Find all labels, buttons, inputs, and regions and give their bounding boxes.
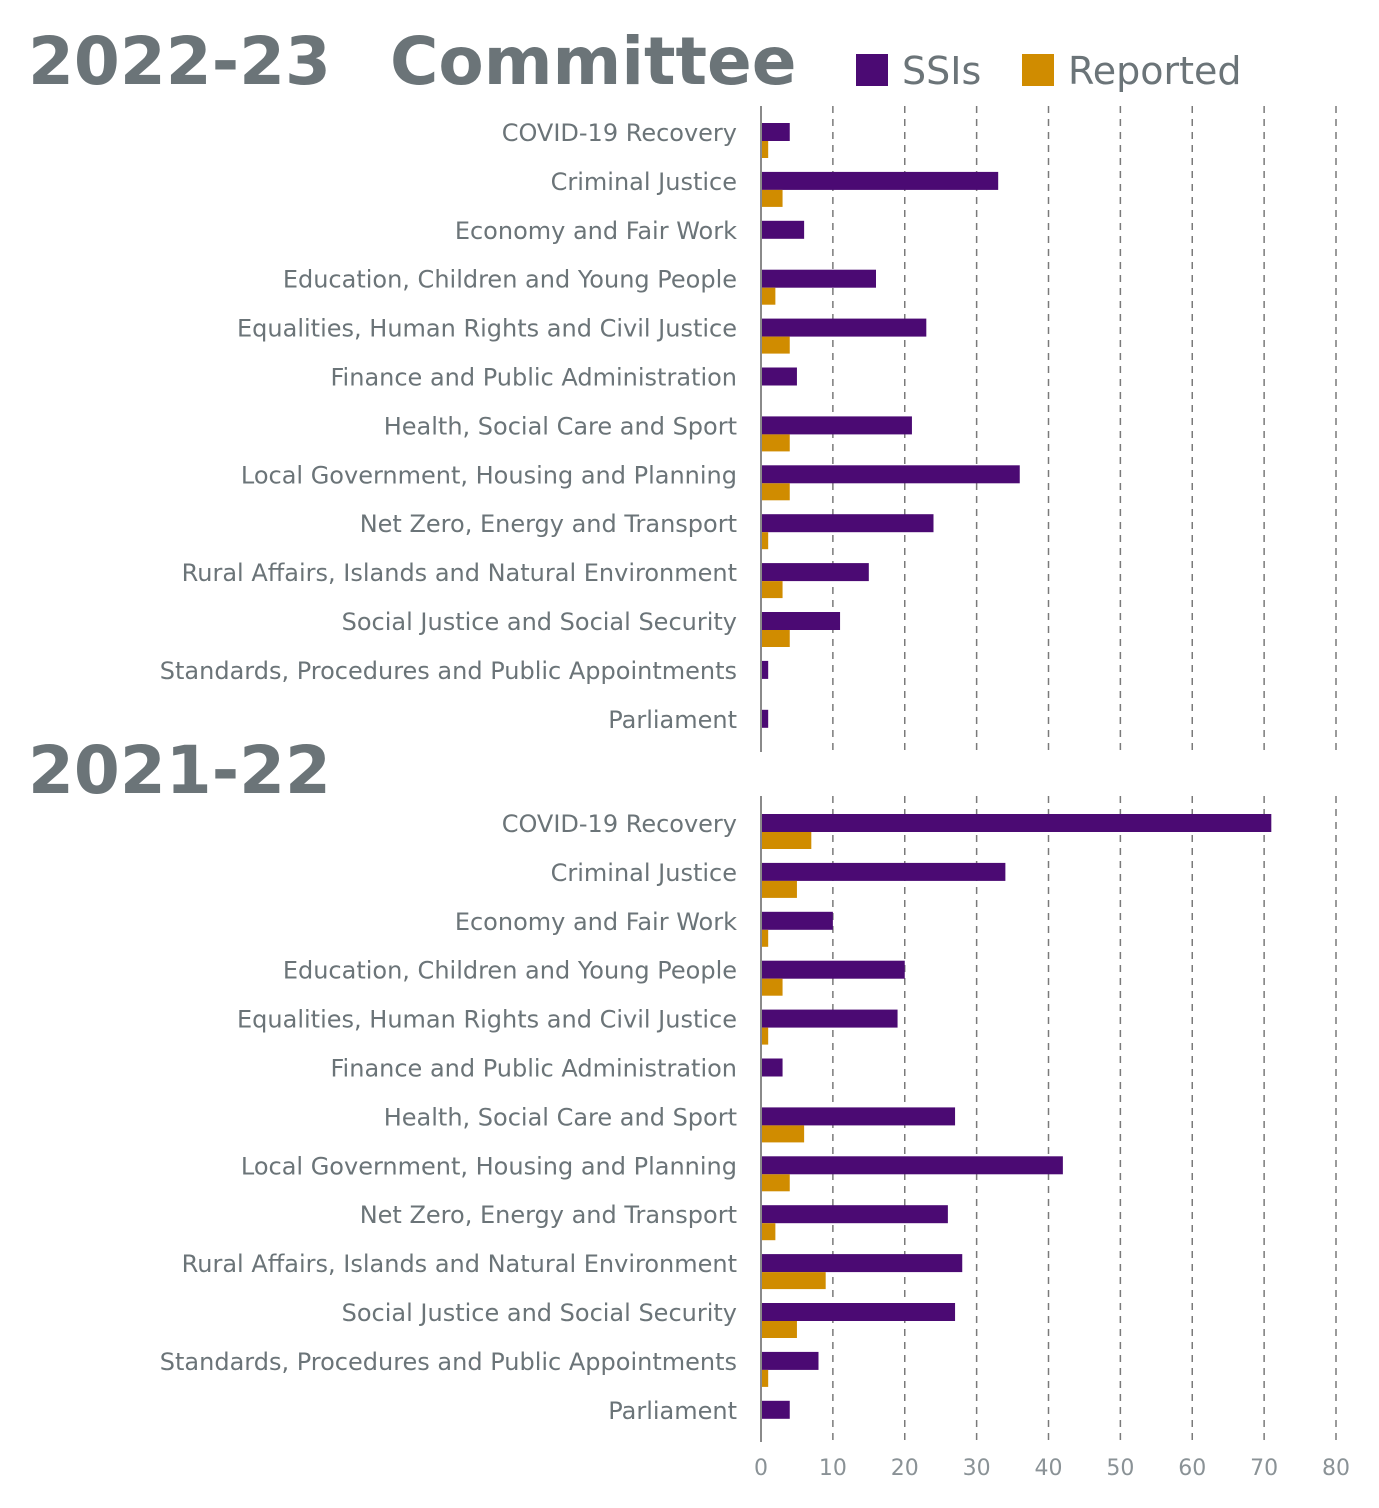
bar-reported: [761, 1027, 769, 1045]
category-label: Health, Social Care and Sport: [384, 412, 737, 440]
bar-reported: [761, 1125, 805, 1143]
bar-reported: [761, 581, 783, 599]
legend-label-ssis: SSIs: [902, 49, 981, 93]
legend: SSIs Reported: [856, 49, 1241, 93]
panel-title: 2021-22: [28, 732, 331, 809]
bar-reported: [761, 141, 769, 158]
category-label: Finance and Public Administration: [331, 364, 738, 392]
bar-reported: [761, 1174, 790, 1192]
category-label: Economy and Fair Work: [455, 908, 737, 936]
x-tick-label: 10: [819, 1456, 847, 1481]
bar-ssis: [761, 123, 790, 141]
bar-reported: [761, 929, 769, 947]
x-tick-label: 20: [891, 1456, 919, 1481]
bar-reported: [761, 1369, 769, 1387]
category-label: Net Zero, Energy and Transport: [360, 1201, 737, 1229]
category-label: Social Justice and Social Security: [342, 1299, 737, 1327]
bar-reported: [761, 434, 790, 452]
x-tick-label: 30: [963, 1456, 991, 1481]
committee-heading: Committee: [390, 23, 797, 100]
category-label: Education, Children and Young People: [283, 266, 737, 294]
bar-ssis: [761, 220, 805, 239]
bar-reported: [761, 832, 812, 849]
panel-title: 2022-23: [28, 23, 331, 100]
bar-ssis: [761, 1254, 963, 1273]
bar-reported: [761, 287, 776, 305]
bar-ssis: [761, 367, 797, 386]
bar-reported: [761, 1272, 826, 1290]
bar-ssis: [761, 171, 999, 190]
bar-reported: [761, 880, 797, 898]
category-label: Equalities, Human Rights and Civil Justi…: [237, 315, 737, 343]
x-tick-label: 70: [1250, 1456, 1278, 1481]
bar-ssis: [761, 465, 1020, 484]
x-axis: 0 10 20 30 40 50 60 70 80: [754, 1456, 1350, 1481]
bar-reported: [761, 189, 783, 207]
bar-reported: [761, 630, 790, 647]
x-tick-label: 80: [1322, 1456, 1350, 1481]
x-tick-label: 0: [754, 1456, 768, 1481]
bar-ssis: [761, 1009, 898, 1028]
category-label: Parliament: [608, 706, 737, 734]
bar-ssis: [761, 814, 1272, 832]
bar-reported: [761, 978, 783, 996]
category-label: COVID-19 Recovery: [502, 810, 737, 838]
bar-reported: [761, 336, 790, 354]
category-label: Economy and Fair Work: [455, 217, 737, 245]
bar-ssis: [761, 1107, 956, 1126]
category-label: Criminal Justice: [551, 168, 737, 196]
category-label: Standards, Procedures and Public Appoint…: [160, 1348, 737, 1376]
category-label: Parliament: [608, 1397, 737, 1425]
category-label: Net Zero, Energy and Transport: [360, 510, 737, 538]
bar-reported: [761, 483, 790, 501]
category-label: Rural Affairs, Islands and Natural Envir…: [182, 1250, 737, 1278]
bar-ssis: [761, 1156, 1063, 1175]
panel-2021-22: 2021-22 COVID-19 Recovery Criminal Justice…: [28, 732, 1337, 1442]
bar-ssis: [761, 1400, 790, 1419]
category-label: Criminal Justice: [551, 859, 737, 887]
bar-ssis: [761, 911, 833, 930]
category-label: COVID-19 Recovery: [502, 119, 737, 147]
bar-reported: [761, 532, 769, 550]
x-tick-label: 50: [1106, 1456, 1134, 1481]
bar-ssis: [761, 416, 912, 435]
bar-ssis: [761, 563, 869, 582]
bar-ssis: [761, 612, 841, 630]
bar-ssis: [761, 660, 769, 679]
bar-ssis: [761, 1303, 956, 1321]
category-label: Finance and Public Administration: [331, 1055, 738, 1083]
bar-ssis: [761, 269, 876, 288]
category-label: Local Government, Housing and Planning: [241, 461, 737, 489]
bar-ssis: [761, 514, 934, 533]
category-label: Rural Affairs, Islands and Natural Envir…: [182, 559, 737, 587]
chart-panels: 2022-23 COVID-19 Recovery Criminal Justice…: [28, 23, 1337, 1442]
bar-ssis: [761, 1351, 819, 1370]
bar-ssis: [761, 862, 1006, 881]
bar-reported: [761, 1223, 776, 1241]
bar-ssis: [761, 1058, 783, 1077]
category-label: Health, Social Care and Sport: [384, 1103, 737, 1131]
category-label: Social Justice and Social Security: [342, 608, 737, 636]
bar-ssis: [761, 709, 769, 728]
legend-swatch-reported: [1022, 54, 1054, 86]
category-label: Local Government, Housing and Planning: [241, 1152, 737, 1180]
category-label: Standards, Procedures and Public Appoint…: [160, 657, 737, 685]
bar-reported: [761, 1321, 797, 1338]
legend-swatch-ssis: [856, 54, 888, 86]
x-tick-label: 60: [1178, 1456, 1206, 1481]
panel-2022-23: 2022-23 COVID-19 Recovery Criminal Justice…: [28, 23, 1337, 752]
bar-ssis: [761, 1205, 948, 1224]
category-label: Education, Children and Young People: [283, 957, 737, 985]
bar-ssis: [761, 960, 905, 979]
legend-label-reported: Reported: [1068, 49, 1241, 93]
bar-ssis: [761, 318, 927, 337]
category-label: Equalities, Human Rights and Civil Justi…: [237, 1006, 737, 1034]
x-tick-label: 40: [1035, 1456, 1063, 1481]
